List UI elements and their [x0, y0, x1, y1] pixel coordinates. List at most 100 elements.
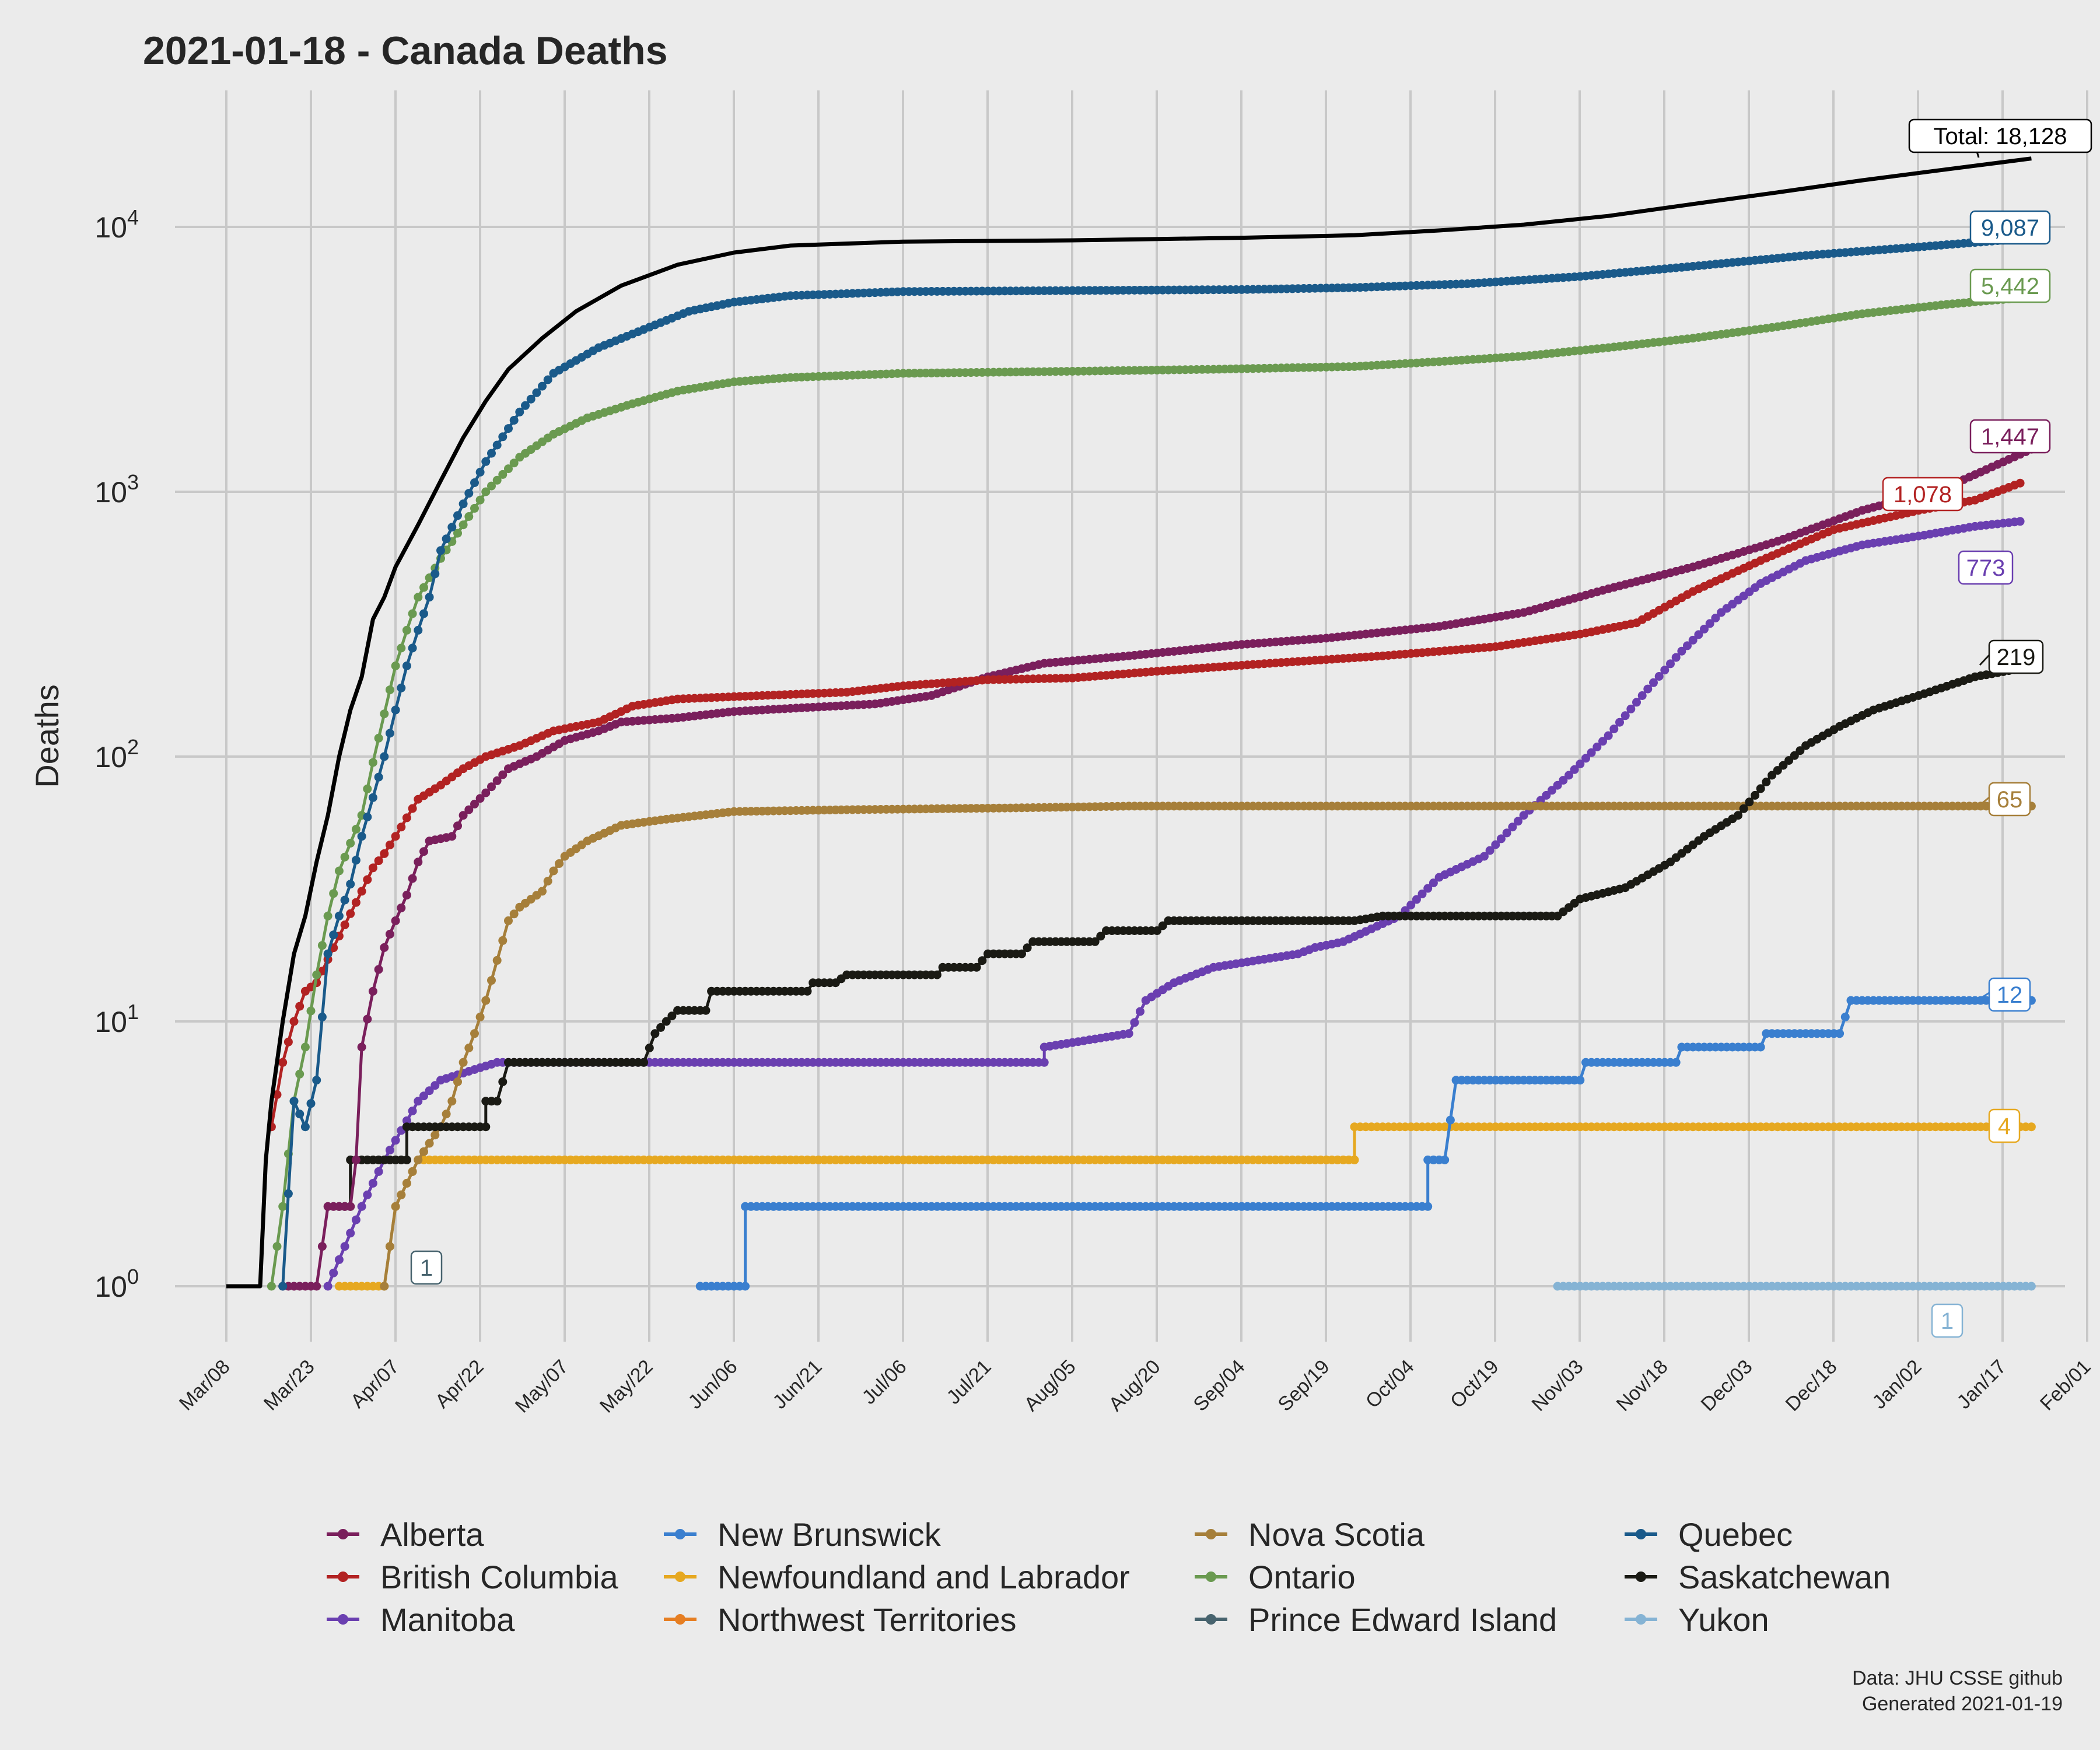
series-quebec [278, 233, 2036, 1291]
data-point [374, 772, 383, 782]
data-point [312, 970, 321, 979]
legend-label: Nova Scotia [1248, 1516, 1425, 1553]
legend-marker [675, 1614, 685, 1625]
data-point [521, 401, 530, 410]
data-point [645, 1044, 654, 1052]
data-point [1751, 790, 1760, 800]
data-point [357, 832, 366, 841]
data-point [498, 432, 508, 442]
data-point [408, 874, 417, 883]
data-point [492, 475, 502, 485]
data-point [1784, 756, 1794, 765]
data-point [430, 1081, 440, 1090]
x-tick-label: Sep/04 [1189, 1356, 1250, 1416]
y-tick-label: 104 [94, 205, 139, 244]
legend-marker [1206, 1614, 1216, 1625]
y-tick-base: 10 [94, 476, 127, 509]
data-point [1615, 718, 1624, 727]
data-point [481, 788, 491, 797]
label-box [1931, 1303, 1964, 1338]
data-point [1553, 780, 1562, 790]
data-point [317, 1242, 327, 1251]
chart-title: 2021-01-18 - Canada Deaths [143, 29, 668, 73]
data-point [312, 1076, 321, 1085]
end-labels: 1,447 1,078 773 12 4 65 5,442 9,087 219 1 Total: 1… [410, 118, 2092, 1338]
end-label-ontario: 5,442 [1969, 268, 2051, 303]
data-point [509, 416, 519, 425]
data-point [656, 1023, 666, 1032]
series-manitoba [323, 517, 2025, 1291]
data-point [447, 832, 457, 841]
data-point [1446, 1115, 1455, 1125]
data-point [1412, 895, 1421, 904]
data-point [1090, 937, 1100, 946]
label-leader [1979, 796, 1990, 806]
label-box [1969, 268, 2051, 303]
x-tick-label: Mar/23 [260, 1356, 319, 1415]
data-point [1508, 822, 1517, 832]
x-axis: Mar/08 Mar/23 Apr/07 Apr/22 May/07 May/22 Jun/… [175, 1356, 2095, 1418]
data-point [442, 1110, 451, 1119]
data-point [317, 1012, 327, 1021]
y-axis-label: Deaths [29, 684, 65, 788]
label-text: 1,447 [1981, 424, 2039, 450]
data-point [1429, 878, 1438, 887]
label-text: 219 [1997, 645, 2036, 670]
legend-marker [338, 1572, 348, 1582]
data-point [402, 890, 411, 900]
x-tick-label: Nov/03 [1528, 1356, 1588, 1416]
data-point [380, 752, 389, 761]
end-label-yukon: 1 [1931, 1303, 1964, 1338]
data-point [1626, 704, 1636, 713]
x-tick-label: Dec/18 [1782, 1356, 1842, 1416]
data-point [380, 709, 389, 719]
data-point [1671, 1058, 1681, 1067]
data-point [1632, 698, 1641, 707]
data-point [1700, 624, 1709, 634]
data-point [391, 1136, 400, 1145]
data-point [1711, 614, 1720, 622]
data-point [408, 609, 417, 618]
legend-item-prince-edward-island: Prince Edward Island [1195, 1601, 1557, 1638]
data-point [504, 424, 513, 433]
legend-marker [1206, 1529, 1216, 1539]
data-point [351, 1215, 360, 1224]
data-point [374, 965, 383, 974]
legend-marker [1206, 1572, 1216, 1582]
data-point [1406, 900, 1416, 909]
data-point [368, 986, 377, 996]
data-point [397, 683, 406, 692]
end-label-manitoba: 773 [1958, 550, 2014, 585]
data-point [475, 794, 485, 803]
end-label-nova-scotia: 65 [1988, 782, 2031, 817]
data-point [368, 863, 377, 873]
data-point [1564, 771, 1573, 780]
data-point [492, 776, 502, 785]
legend-label: Saskatchewan [1678, 1559, 1891, 1595]
data-point [2027, 1122, 2036, 1132]
data-point [464, 489, 474, 498]
legend: Alberta British Columbia Manitoba New Bruns… [327, 1516, 1891, 1638]
x-tick-label: Dec/03 [1697, 1356, 1757, 1416]
y-tick-base: 10 [94, 1006, 127, 1038]
data-point [385, 841, 394, 849]
x-tick-label: Apr/22 [431, 1356, 488, 1413]
data-point [1762, 778, 1771, 786]
data-point [481, 457, 491, 466]
data-point [289, 1017, 299, 1026]
data-point [414, 1097, 423, 1106]
series-ontario [267, 292, 2036, 1291]
legend-marker [1636, 1572, 1646, 1582]
y-tick-exponent: 3 [127, 470, 139, 494]
data-point [487, 481, 496, 491]
data-point [1423, 884, 1433, 893]
data-point [363, 813, 372, 821]
caption-source: Data: JHU CSSE github [1852, 1667, 2063, 1689]
legend-item-british-columbia: British Columbia [327, 1559, 619, 1595]
label-text: 65 [1997, 787, 2023, 813]
data-point [397, 1190, 406, 1199]
label-text: Total: 18,128 [1933, 124, 2067, 149]
data-point [346, 1228, 355, 1238]
x-tick-label: Mar/08 [175, 1356, 235, 1415]
